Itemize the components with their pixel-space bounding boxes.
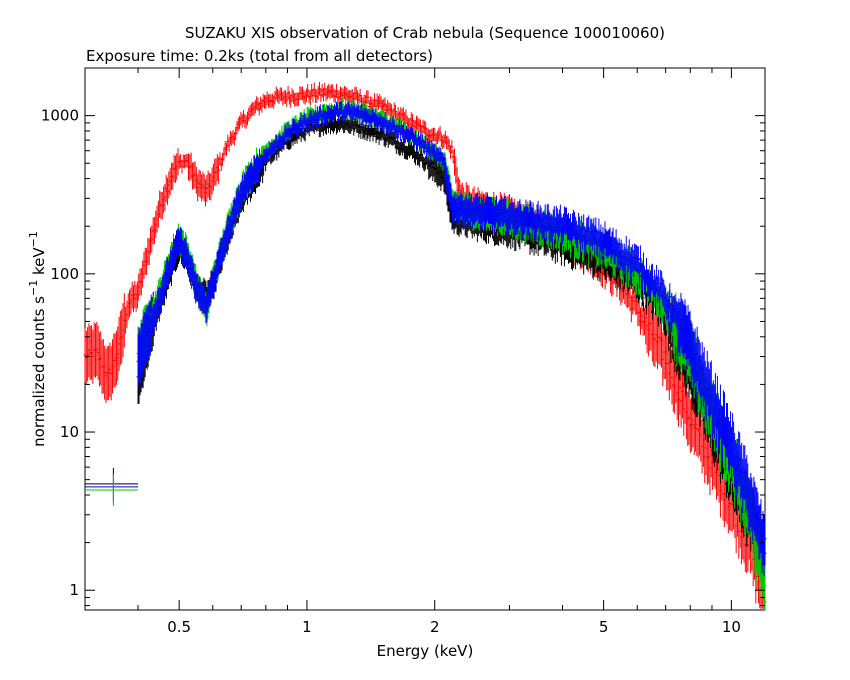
y-axis-label: normalized counts s−1 keV−1 [27, 231, 48, 447]
y-tick-label: 10 [60, 423, 79, 441]
axis-layer: 0.5 1 2 5 10 1 10 100 1000 [41, 67, 765, 636]
series-layer [83, 81, 767, 610]
y-axis-label-sup1: −1 [27, 280, 40, 296]
x-tick-label: 1 [302, 618, 312, 636]
y-tick-label: 1 [69, 581, 79, 599]
x-tick-label: 0.5 [167, 618, 191, 636]
side-marker-2 [85, 474, 139, 507]
y-axis-label-mid: keV [30, 247, 48, 280]
chart-subtitle: Exposure time: 0.2ks (total from all det… [86, 47, 433, 65]
side-marker-0 [85, 467, 139, 500]
y-axis-label-sup2: −1 [27, 231, 40, 247]
x-axis-label: Energy (keV) [377, 642, 474, 660]
y-axis-label-main: normalized counts s [30, 296, 48, 447]
x-tick-label: 2 [430, 618, 440, 636]
chart-title: SUZAKU XIS observation of Crab nebula (S… [185, 24, 665, 42]
x-tick-label: 5 [599, 618, 609, 636]
series-1 [136, 113, 767, 583]
y-tick-label: 1000 [41, 107, 79, 125]
x-tick-label: 10 [722, 618, 741, 636]
side-marker-1 [85, 470, 139, 503]
series-3 [136, 100, 767, 577]
y-tick-label: 100 [50, 265, 79, 283]
